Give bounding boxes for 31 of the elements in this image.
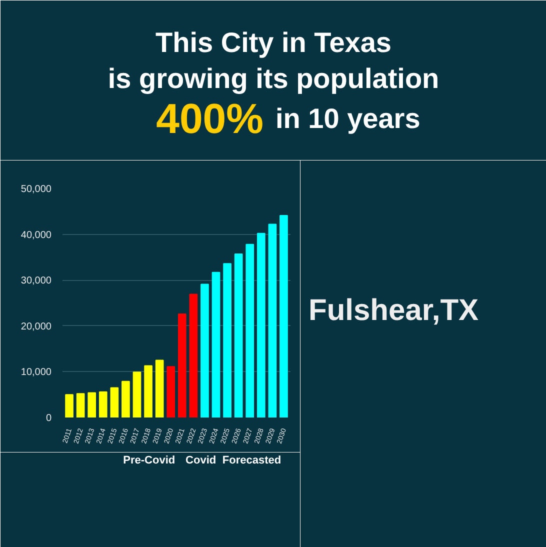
bar: [234, 253, 243, 418]
bar: [144, 365, 152, 418]
bar: [155, 360, 164, 418]
y-tick-label: 20,000: [20, 321, 52, 332]
bar: [200, 284, 209, 418]
bar: [98, 391, 108, 418]
bar: [246, 244, 254, 418]
y-tick-label: 10,000: [20, 367, 52, 378]
y-tick-label: 40,000: [20, 230, 52, 241]
bar: [256, 232, 266, 418]
y-tick-label: 0: [46, 413, 52, 424]
y-tick-label: 30,000: [20, 276, 52, 287]
y-tick-label: 50,000: [20, 184, 52, 195]
bar: [178, 313, 186, 418]
bar: [122, 380, 130, 418]
bar: [212, 272, 220, 418]
bar: [166, 366, 176, 418]
bar: [268, 224, 277, 418]
bar: [76, 393, 85, 418]
bar: [223, 263, 232, 418]
text: Forecasted: [222, 454, 282, 466]
bar: [88, 392, 96, 418]
bar: [189, 294, 198, 418]
text: Pre-Covid: [123, 454, 176, 466]
chart-subtitle: 400% in 10 years: [156, 95, 420, 142]
bar: [110, 387, 119, 418]
bar: [132, 372, 142, 418]
text: Covid: [186, 454, 216, 466]
text: Fulshear,TX: [308, 294, 479, 327]
bar: [280, 215, 288, 418]
bar: [65, 394, 74, 418]
